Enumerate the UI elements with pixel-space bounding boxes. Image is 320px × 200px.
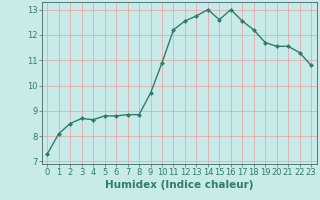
X-axis label: Humidex (Indice chaleur): Humidex (Indice chaleur)	[105, 180, 253, 190]
